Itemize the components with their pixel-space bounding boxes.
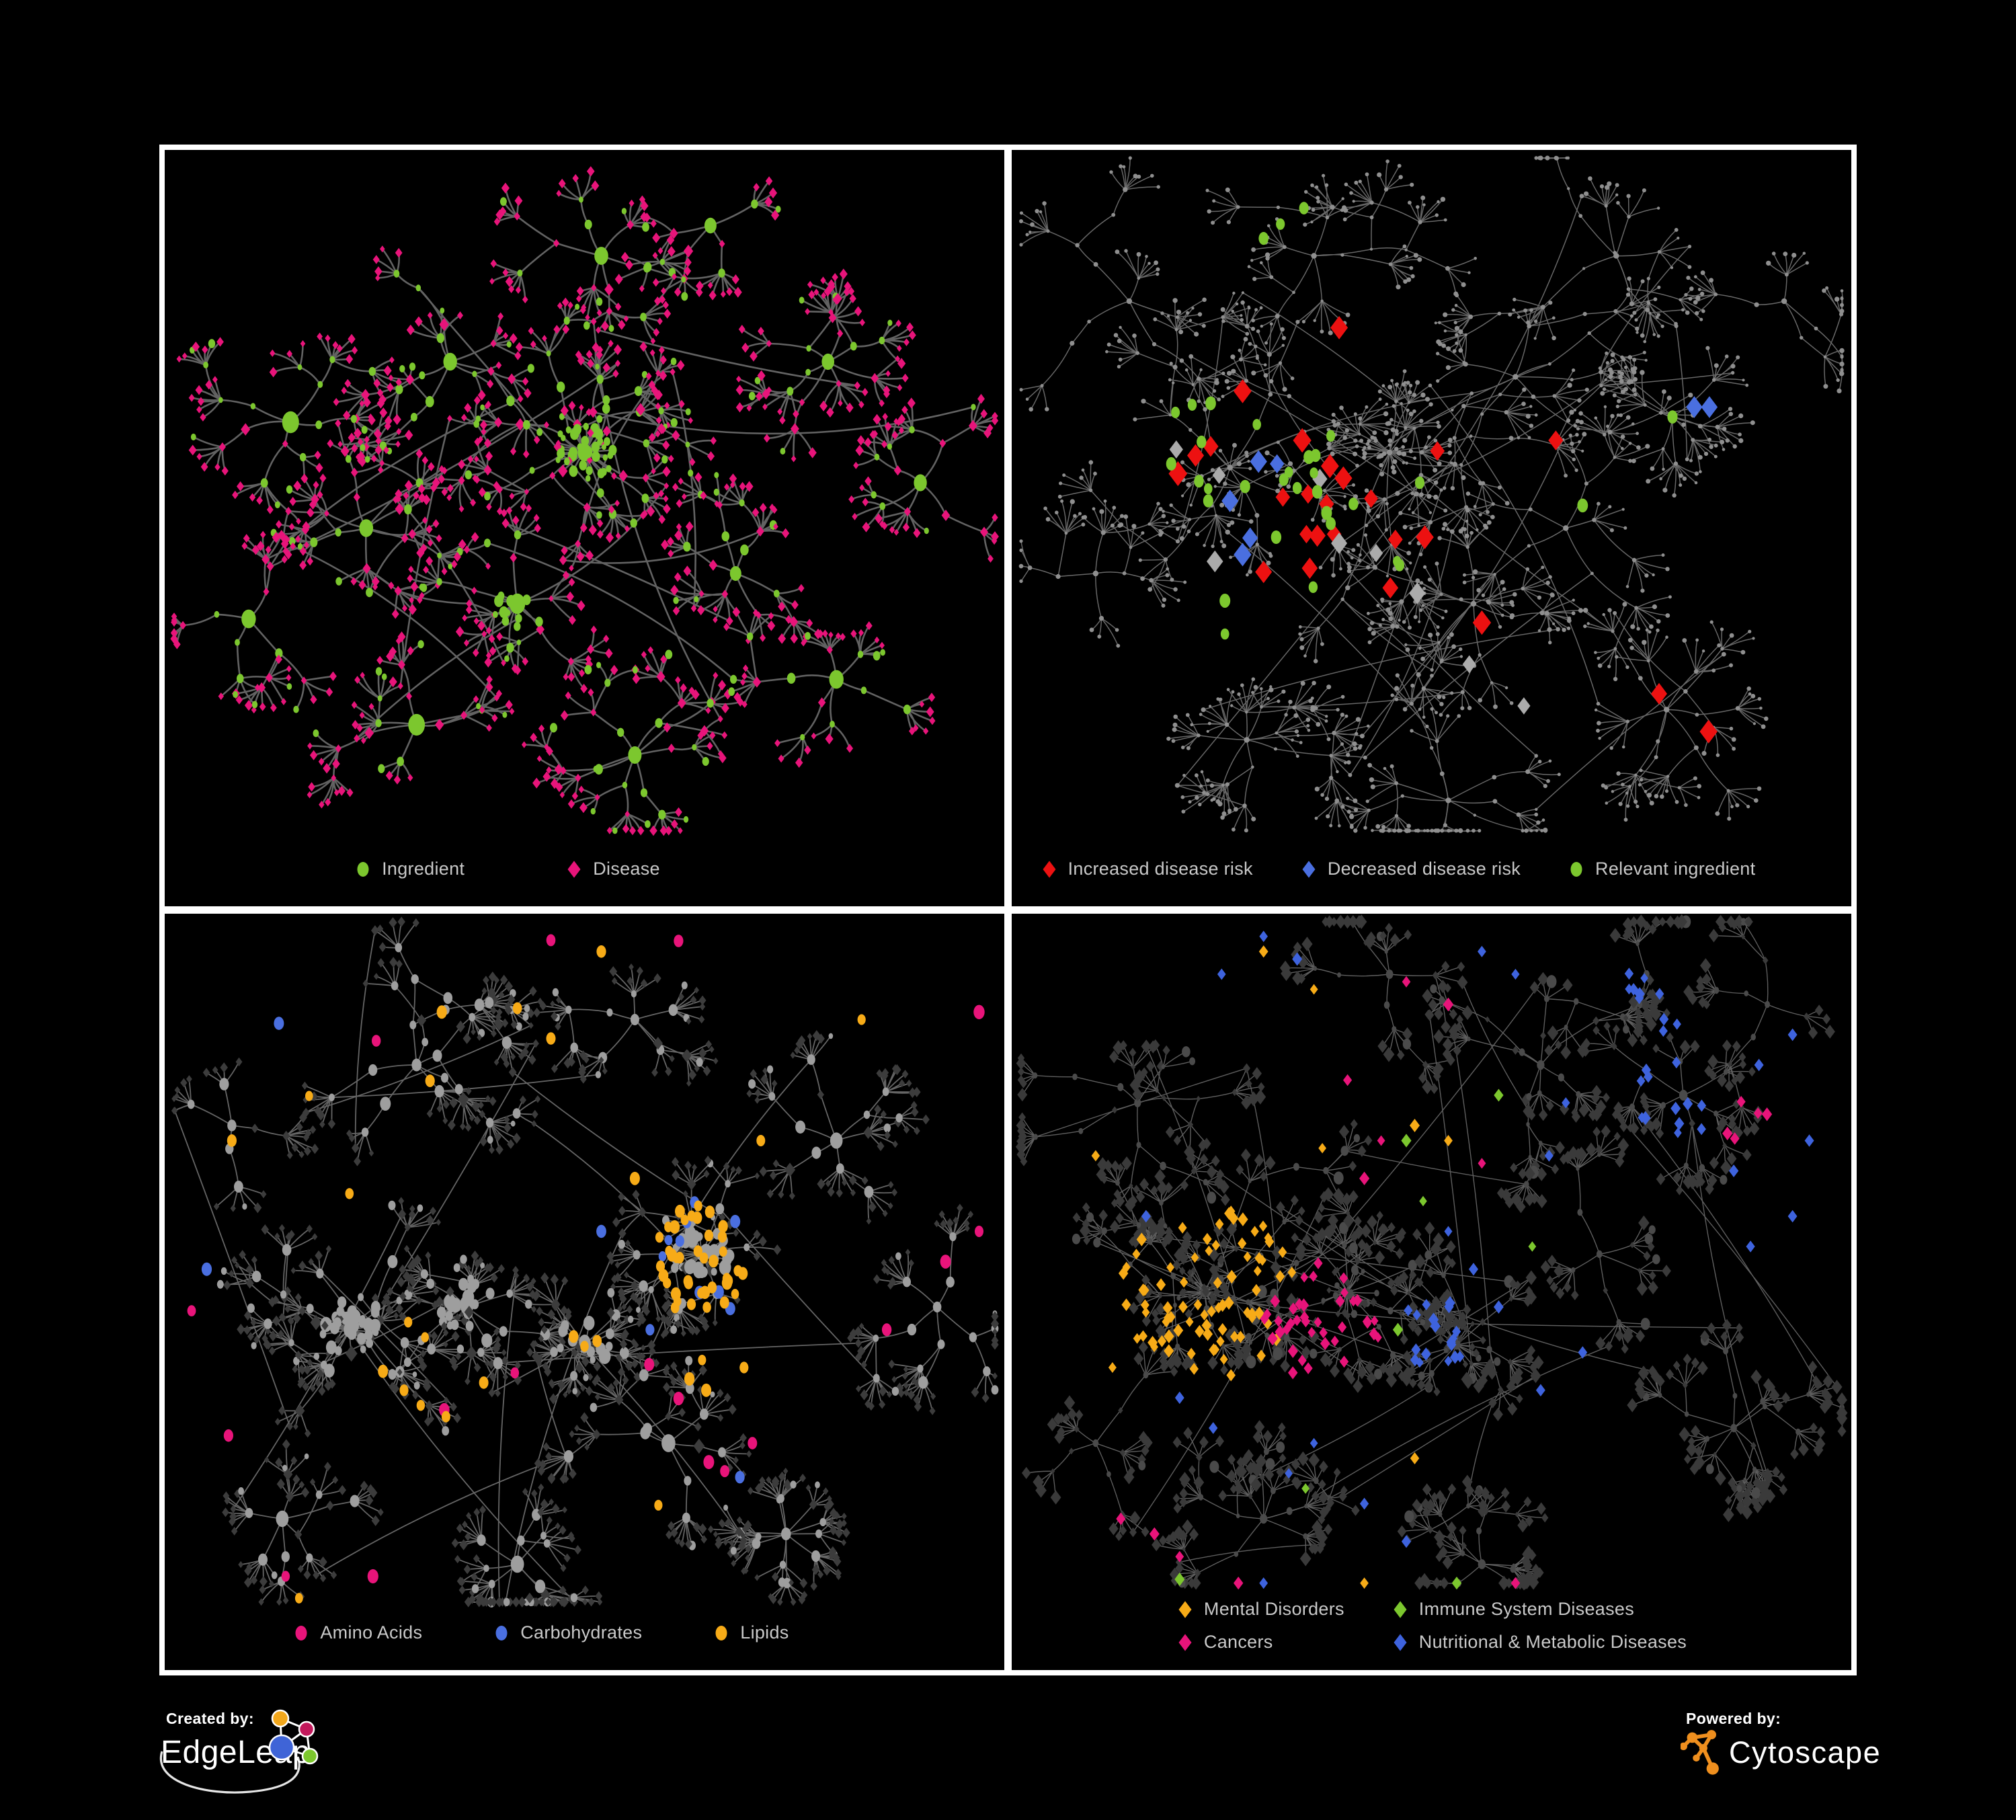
cytoscape-logo-icon bbox=[1681, 1730, 1719, 1775]
network-graph-disease-risk bbox=[1018, 155, 1845, 834]
panel-disease-classes: Mental Disorders Immune System Diseases Ca… bbox=[1012, 914, 1851, 1670]
network-graph-disease-classes bbox=[1015, 914, 1848, 1591]
highlight-amino-acids bbox=[187, 934, 985, 1584]
highlight-relevant-ingredient bbox=[1166, 202, 1678, 640]
highlight-cancers bbox=[1116, 976, 1773, 1590]
nodes bbox=[1018, 155, 1845, 834]
cytoscape-credit: Powered by: Cytoscape bbox=[1681, 1710, 1882, 1776]
panel-disease-risk: Increased disease risk Decreased disease … bbox=[1012, 150, 1851, 906]
highlight-nutritional-metabolic-diseases bbox=[1141, 931, 1814, 1589]
panel-grid: Ingredient Disease Increased disease risk… bbox=[159, 145, 1857, 1675]
edges bbox=[1020, 920, 1843, 1584]
highlight-immune-system-diseases bbox=[1174, 1089, 1537, 1590]
nodes bbox=[170, 166, 999, 836]
created-by-label: Created by: bbox=[166, 1710, 254, 1727]
edges bbox=[173, 921, 996, 1604]
edgeleap-credit: Created by: EdgeLeap bbox=[159, 1709, 401, 1811]
powered-by-label: Powered by: bbox=[1686, 1710, 1781, 1727]
panel-ingredient-disease: Ingredient Disease bbox=[165, 150, 1004, 906]
network-graph-nutrient-classes bbox=[171, 916, 1000, 1608]
highlight-gray-diamond-nodes bbox=[1169, 440, 1531, 715]
network-graph-ingredient-disease bbox=[170, 166, 999, 836]
edgeleap-logo-icon bbox=[159, 1709, 319, 1794]
panel-nutrient-classes: Amino Acids Carbohydrates Lipids bbox=[165, 914, 1004, 1670]
edges bbox=[1020, 157, 1843, 832]
cytoscape-wordmark: Cytoscape bbox=[1729, 1735, 1882, 1770]
highlight-lipids bbox=[227, 945, 866, 1604]
nodes bbox=[171, 916, 1000, 1608]
edges bbox=[173, 171, 996, 832]
highlight-mental-disorders bbox=[1091, 945, 1453, 1589]
